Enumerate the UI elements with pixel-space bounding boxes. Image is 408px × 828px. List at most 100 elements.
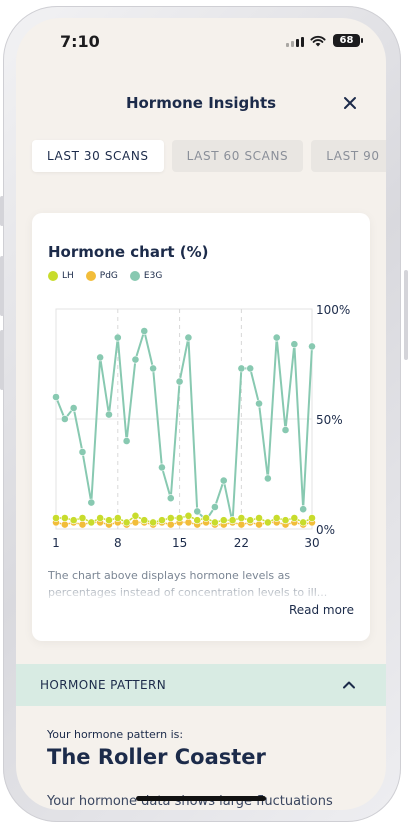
hormone-chart-card: Hormone chart (%) LH PdG E3G 1 8 15 22 30 0% 5… <box>32 213 370 641</box>
data-point-e3g <box>60 415 69 423</box>
pattern-name: The Roller Coaster <box>47 745 266 769</box>
data-point-lh <box>210 518 219 527</box>
x-tick-label: 8 <box>114 536 122 550</box>
data-point-e3g <box>219 476 228 485</box>
description-fade <box>48 581 354 603</box>
data-point-lh <box>246 516 255 525</box>
data-point-e3g <box>78 448 87 456</box>
data-point-lh <box>263 518 272 527</box>
home-indicator <box>136 796 266 801</box>
data-point-lh <box>255 514 263 522</box>
data-point-e3g <box>105 410 113 419</box>
legend-swatch-pdg <box>85 271 96 281</box>
data-point-e3g <box>149 364 158 373</box>
legend-item-pdg: PdG <box>85 271 118 281</box>
data-point-lh <box>105 516 113 525</box>
hormone-line-chart: 1 8 15 22 300% 50% 100% <box>52 303 350 550</box>
data-point-lh <box>69 516 78 525</box>
data-point-lh <box>149 518 158 527</box>
data-point-e3g <box>87 498 96 507</box>
legend-label-e3g: E3G <box>143 271 163 281</box>
status-time: 7:10 <box>60 32 100 51</box>
data-point-e3g <box>122 437 131 445</box>
legend-swatch-e3g <box>129 271 140 281</box>
data-point-e3g <box>193 507 202 516</box>
data-point-e3g <box>69 404 78 412</box>
data-point-lh <box>299 518 308 527</box>
x-tick-label: 30 <box>304 536 319 550</box>
data-point-e3g <box>299 505 308 514</box>
data-point-lh <box>158 516 166 525</box>
x-tick-label: 1 <box>52 536 60 550</box>
series-line-e3g <box>55 330 313 524</box>
legend-label-pdg: PdG <box>99 271 118 281</box>
phone-side-button <box>0 330 4 390</box>
tab-last-90-scans[interactable]: LAST 90 <box>311 140 386 172</box>
data-point-pdg <box>166 520 175 529</box>
data-point-pdg <box>255 520 263 529</box>
data-point-e3g <box>255 399 263 408</box>
scan-range-tabs: LAST 30 SCANS LAST 60 SCANS LAST 90 <box>32 140 386 172</box>
data-point-lh <box>60 514 69 522</box>
legend-swatch-lh <box>48 271 58 281</box>
phone-side-button <box>0 256 4 316</box>
pattern-intro: Your hormone pattern is: <box>47 728 184 741</box>
read-more-link[interactable]: Read more <box>288 603 354 617</box>
y-tick-label: 100% <box>316 303 350 317</box>
tab-last-60-scans[interactable]: LAST 60 SCANS <box>171 140 304 172</box>
chart-title: Hormone chart (%) <box>48 243 209 261</box>
legend-item-e3g: E3G <box>129 271 163 281</box>
signal-icon <box>286 37 304 47</box>
x-tick-label: 22 <box>234 536 249 550</box>
data-point-lh <box>219 516 228 525</box>
data-point-lh <box>308 514 316 522</box>
data-point-pdg <box>131 518 140 527</box>
data-point-lh <box>184 511 193 520</box>
data-point-e3g <box>308 342 316 351</box>
data-point-pdg <box>237 520 246 529</box>
data-point-lh <box>52 514 60 522</box>
data-point-lh <box>281 516 290 525</box>
phone-side-button <box>0 196 4 226</box>
y-tick-label: 0% <box>316 523 335 537</box>
data-point-lh <box>166 514 175 522</box>
data-point-lh <box>175 514 184 522</box>
data-point-e3g <box>184 333 193 342</box>
wifi-icon <box>310 35 326 47</box>
data-point-lh <box>237 514 246 522</box>
chevron-up-icon[interactable] <box>342 678 356 692</box>
data-point-lh <box>122 518 131 527</box>
data-point-e3g <box>246 364 255 373</box>
data-point-e3g <box>166 494 175 503</box>
data-point-e3g <box>175 377 184 386</box>
x-tick-label: 15 <box>172 536 187 550</box>
data-point-e3g <box>96 353 105 362</box>
data-point-lh <box>193 516 202 525</box>
data-point-lh <box>78 514 87 522</box>
hormone-pattern-header[interactable]: HORMONE PATTERN <box>16 664 386 706</box>
data-point-pdg <box>60 520 69 529</box>
data-point-lh <box>290 514 299 522</box>
data-point-e3g <box>113 333 122 342</box>
app-screen: 7:10 68 Hormone Insights LAST 30 SCANS L… <box>16 18 386 810</box>
data-point-e3g <box>52 393 60 401</box>
data-point-e3g <box>140 327 149 335</box>
chart-legend: LH PdG E3G <box>48 271 162 281</box>
data-point-lh <box>140 516 149 525</box>
page-title: Hormone Insights <box>125 94 277 112</box>
tab-last-30-scans[interactable]: LAST 30 SCANS <box>32 140 164 172</box>
battery-icon: 68 <box>333 34 363 47</box>
data-point-lh <box>202 514 210 522</box>
y-tick-label: 50% <box>316 413 343 427</box>
hormone-pattern-label: HORMONE PATTERN <box>40 678 167 692</box>
data-point-pdg <box>184 518 193 527</box>
data-point-e3g <box>290 340 299 349</box>
data-point-lh <box>113 514 122 522</box>
data-point-pdg <box>78 520 87 529</box>
data-point-e3g <box>131 355 140 364</box>
data-point-e3g <box>210 503 219 511</box>
data-point-lh <box>87 518 96 527</box>
data-point-e3g <box>272 333 281 342</box>
close-icon[interactable] <box>342 95 358 111</box>
phone-side-button <box>404 270 408 360</box>
